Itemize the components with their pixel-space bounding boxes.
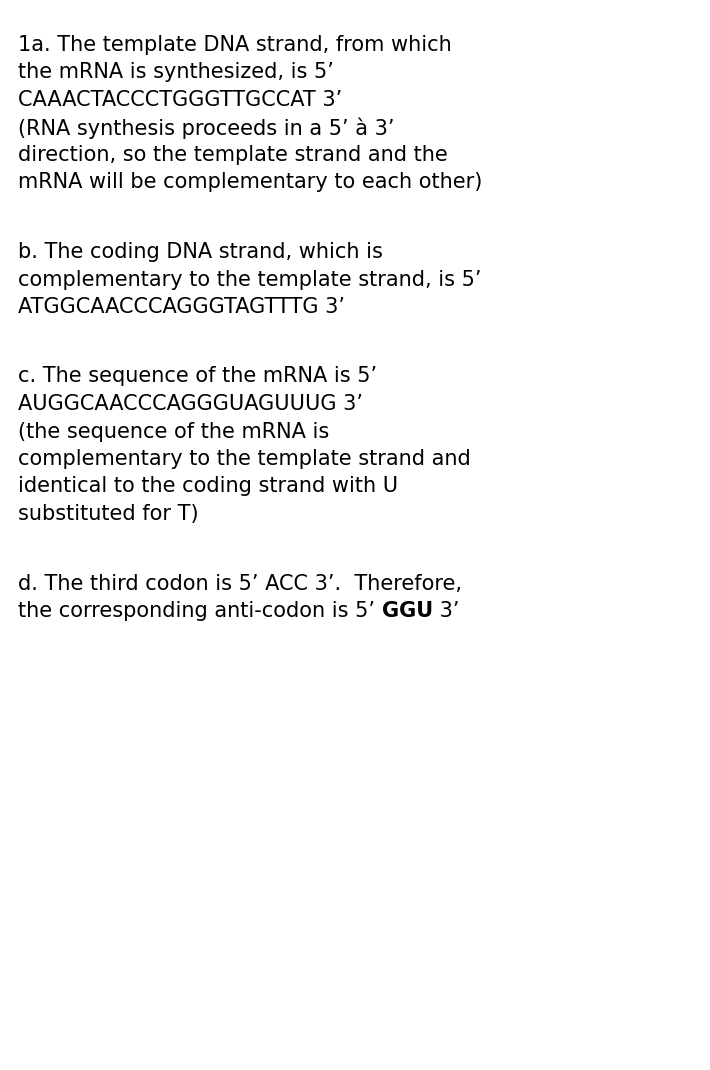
Text: GGU: GGU xyxy=(382,601,433,621)
Text: complementary to the template strand and: complementary to the template strand and xyxy=(18,449,471,469)
Text: identical to the coding strand with U: identical to the coding strand with U xyxy=(18,476,398,496)
Text: b. The coding DNA strand, which is: b. The coding DNA strand, which is xyxy=(18,242,383,262)
Text: 3’: 3’ xyxy=(433,601,459,621)
Text: (RNA synthesis proceeds in a 5’ à 3’: (RNA synthesis proceeds in a 5’ à 3’ xyxy=(18,118,395,139)
Text: CAAACTACCCTGGGTTGCCAT 3’: CAAACTACCCTGGGTTGCCAT 3’ xyxy=(18,90,342,110)
Text: (the sequence of the mRNA is: (the sequence of the mRNA is xyxy=(18,422,329,442)
Text: the corresponding anti-codon is 5’: the corresponding anti-codon is 5’ xyxy=(18,601,382,621)
Text: mRNA will be complementary to each other): mRNA will be complementary to each other… xyxy=(18,172,482,193)
Text: direction, so the template strand and the: direction, so the template strand and th… xyxy=(18,146,448,165)
Text: 1a. The template DNA strand, from which: 1a. The template DNA strand, from which xyxy=(18,35,452,55)
Text: substituted for T): substituted for T) xyxy=(18,504,199,524)
Text: the mRNA is synthesized, is 5’: the mRNA is synthesized, is 5’ xyxy=(18,62,334,82)
Text: AUGGCAACCCAGGGUAGUUUG 3’: AUGGCAACCCAGGGUAGUUUG 3’ xyxy=(18,394,363,414)
Text: d. The third codon is 5’ ACC 3’.  Therefore,: d. The third codon is 5’ ACC 3’. Therefo… xyxy=(18,574,462,594)
Text: c. The sequence of the mRNA is 5’: c. The sequence of the mRNA is 5’ xyxy=(18,367,377,386)
Text: complementary to the template strand, is 5’: complementary to the template strand, is… xyxy=(18,270,481,290)
Text: ATGGCAACCCAGGGTAGTTTG 3’: ATGGCAACCCAGGGTAGTTTG 3’ xyxy=(18,297,345,317)
